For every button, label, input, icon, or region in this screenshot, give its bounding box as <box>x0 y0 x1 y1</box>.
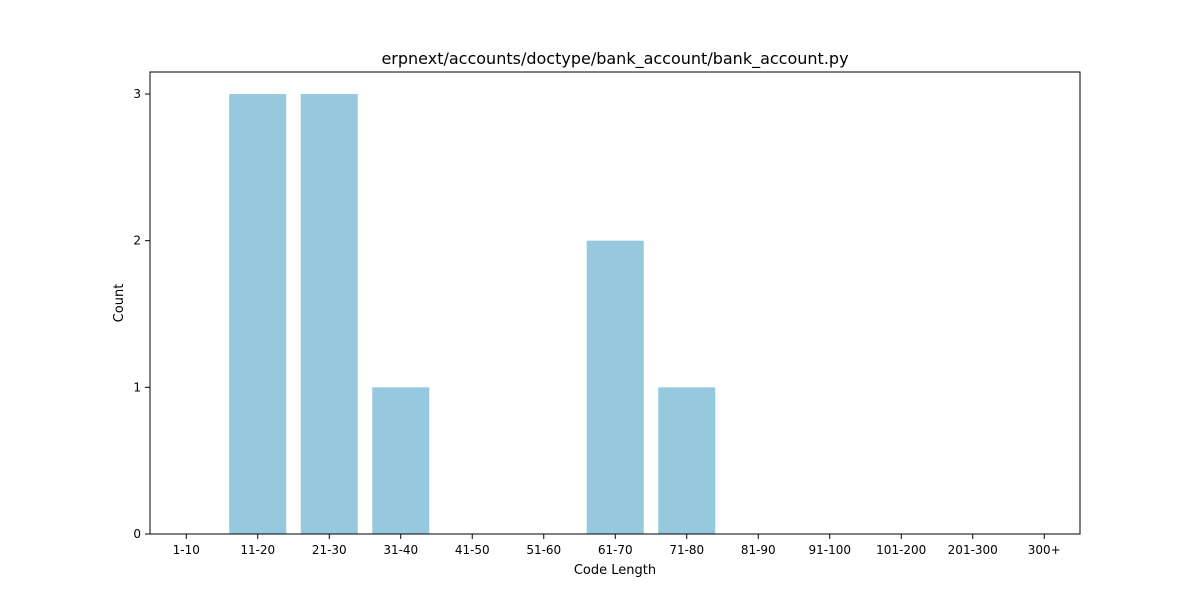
x-axis-label: Code Length <box>574 563 656 578</box>
bar-31-40 <box>372 387 430 534</box>
x-axis: 1-10 11-20 21-30 31-40 41-50 51-60 61-70 71-80 8… <box>173 534 1061 557</box>
x-tick-label-300+: 300+ <box>1028 543 1061 557</box>
x-tick-label-91-100: 91-100 <box>808 543 851 557</box>
x-tick-label-51-60: 51-60 <box>526 543 561 557</box>
y-axis: 0 1 2 3 <box>133 87 150 541</box>
x-tick-label-101-200: 101-200 <box>876 543 926 557</box>
bar-21-30 <box>300 94 358 534</box>
x-tick-label-201-300: 201-300 <box>948 543 998 557</box>
bar-11-20 <box>229 94 287 534</box>
x-tick-label-11-20: 11-20 <box>240 543 275 557</box>
x-tick-label-61-70: 61-70 <box>598 543 633 557</box>
x-tick-label-21-30: 21-30 <box>312 543 347 557</box>
bar-61-70 <box>586 240 644 534</box>
bars-group <box>229 94 716 534</box>
x-tick-label-81-90: 81-90 <box>741 543 776 557</box>
y-tick-label-3: 3 <box>133 87 141 101</box>
y-axis-label: Count <box>112 284 127 323</box>
x-tick-label-1-10: 1-10 <box>173 543 200 557</box>
y-tick-label-0: 0 <box>133 527 141 541</box>
x-tick-label-41-50: 41-50 <box>455 543 490 557</box>
x-tick-label-71-80: 71-80 <box>669 543 704 557</box>
x-tick-label-31-40: 31-40 <box>383 543 418 557</box>
y-tick-label-1: 1 <box>133 380 141 394</box>
bar-71-80 <box>658 387 716 534</box>
y-tick-label-2: 2 <box>133 234 141 248</box>
chart-title: erpnext/accounts/doctype/bank_account/ba… <box>381 49 848 69</box>
